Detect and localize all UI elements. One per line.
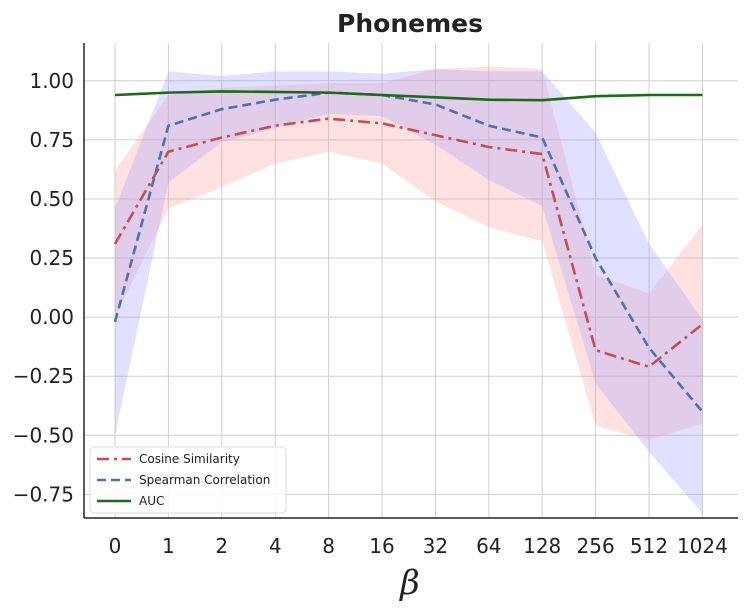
confidence-bands [115, 66, 703, 514]
x-tick-label: 256 [577, 534, 615, 558]
series-lines [113, 90, 704, 413]
x-tick-label: 4 [269, 534, 282, 558]
x-tick-label: 64 [476, 534, 501, 558]
grid [84, 43, 738, 518]
legend: Cosine Similarity Spearman Correlation AUC [89, 446, 287, 514]
y-tick-label: 0.50 [29, 187, 74, 211]
x-tick-label: 2 [215, 534, 228, 558]
y-tick-label: −0.50 [13, 423, 74, 447]
series-line-cosine-similarity [113, 117, 704, 369]
chart-title: Phonemes [337, 9, 483, 38]
y-tick-label: 1.00 [29, 69, 74, 93]
x-tick-label: 0 [109, 534, 122, 558]
plot-background [84, 43, 738, 518]
x-tick-label: 32 [423, 534, 448, 558]
legend-label: Spearman Correlation [139, 473, 270, 487]
tick-labels: −0.75 −0.50 −0.25 0.00 0.25 0.50 0.75 1.00 0 1 2 4 8… [13, 69, 728, 558]
y-tick-label: 0.00 [29, 305, 74, 329]
x-tick-label: 16 [369, 534, 394, 558]
x-tick-label: 512 [630, 534, 668, 558]
x-axis-label: β [398, 563, 420, 603]
plot-area [84, 43, 738, 518]
x-tick-label: 8 [322, 534, 335, 558]
legend-label: AUC [139, 494, 164, 508]
series-line-spearman-correlation [113, 91, 704, 413]
y-tick-label: 0.75 [29, 128, 74, 152]
band-cosine-similarity [115, 66, 703, 441]
x-tick-label: 1 [162, 534, 175, 558]
legend-box [89, 446, 287, 514]
x-tick-label: 1024 [677, 534, 728, 558]
y-tick-label: −0.25 [13, 364, 74, 388]
series-line-auc [114, 90, 703, 102]
y-tick-label: −0.75 [13, 482, 74, 506]
legend-label: Cosine Similarity [139, 452, 240, 466]
y-tick-label: 0.25 [29, 246, 74, 270]
band-spearman-correlation [115, 68, 703, 514]
x-tick-label: 128 [523, 534, 561, 558]
